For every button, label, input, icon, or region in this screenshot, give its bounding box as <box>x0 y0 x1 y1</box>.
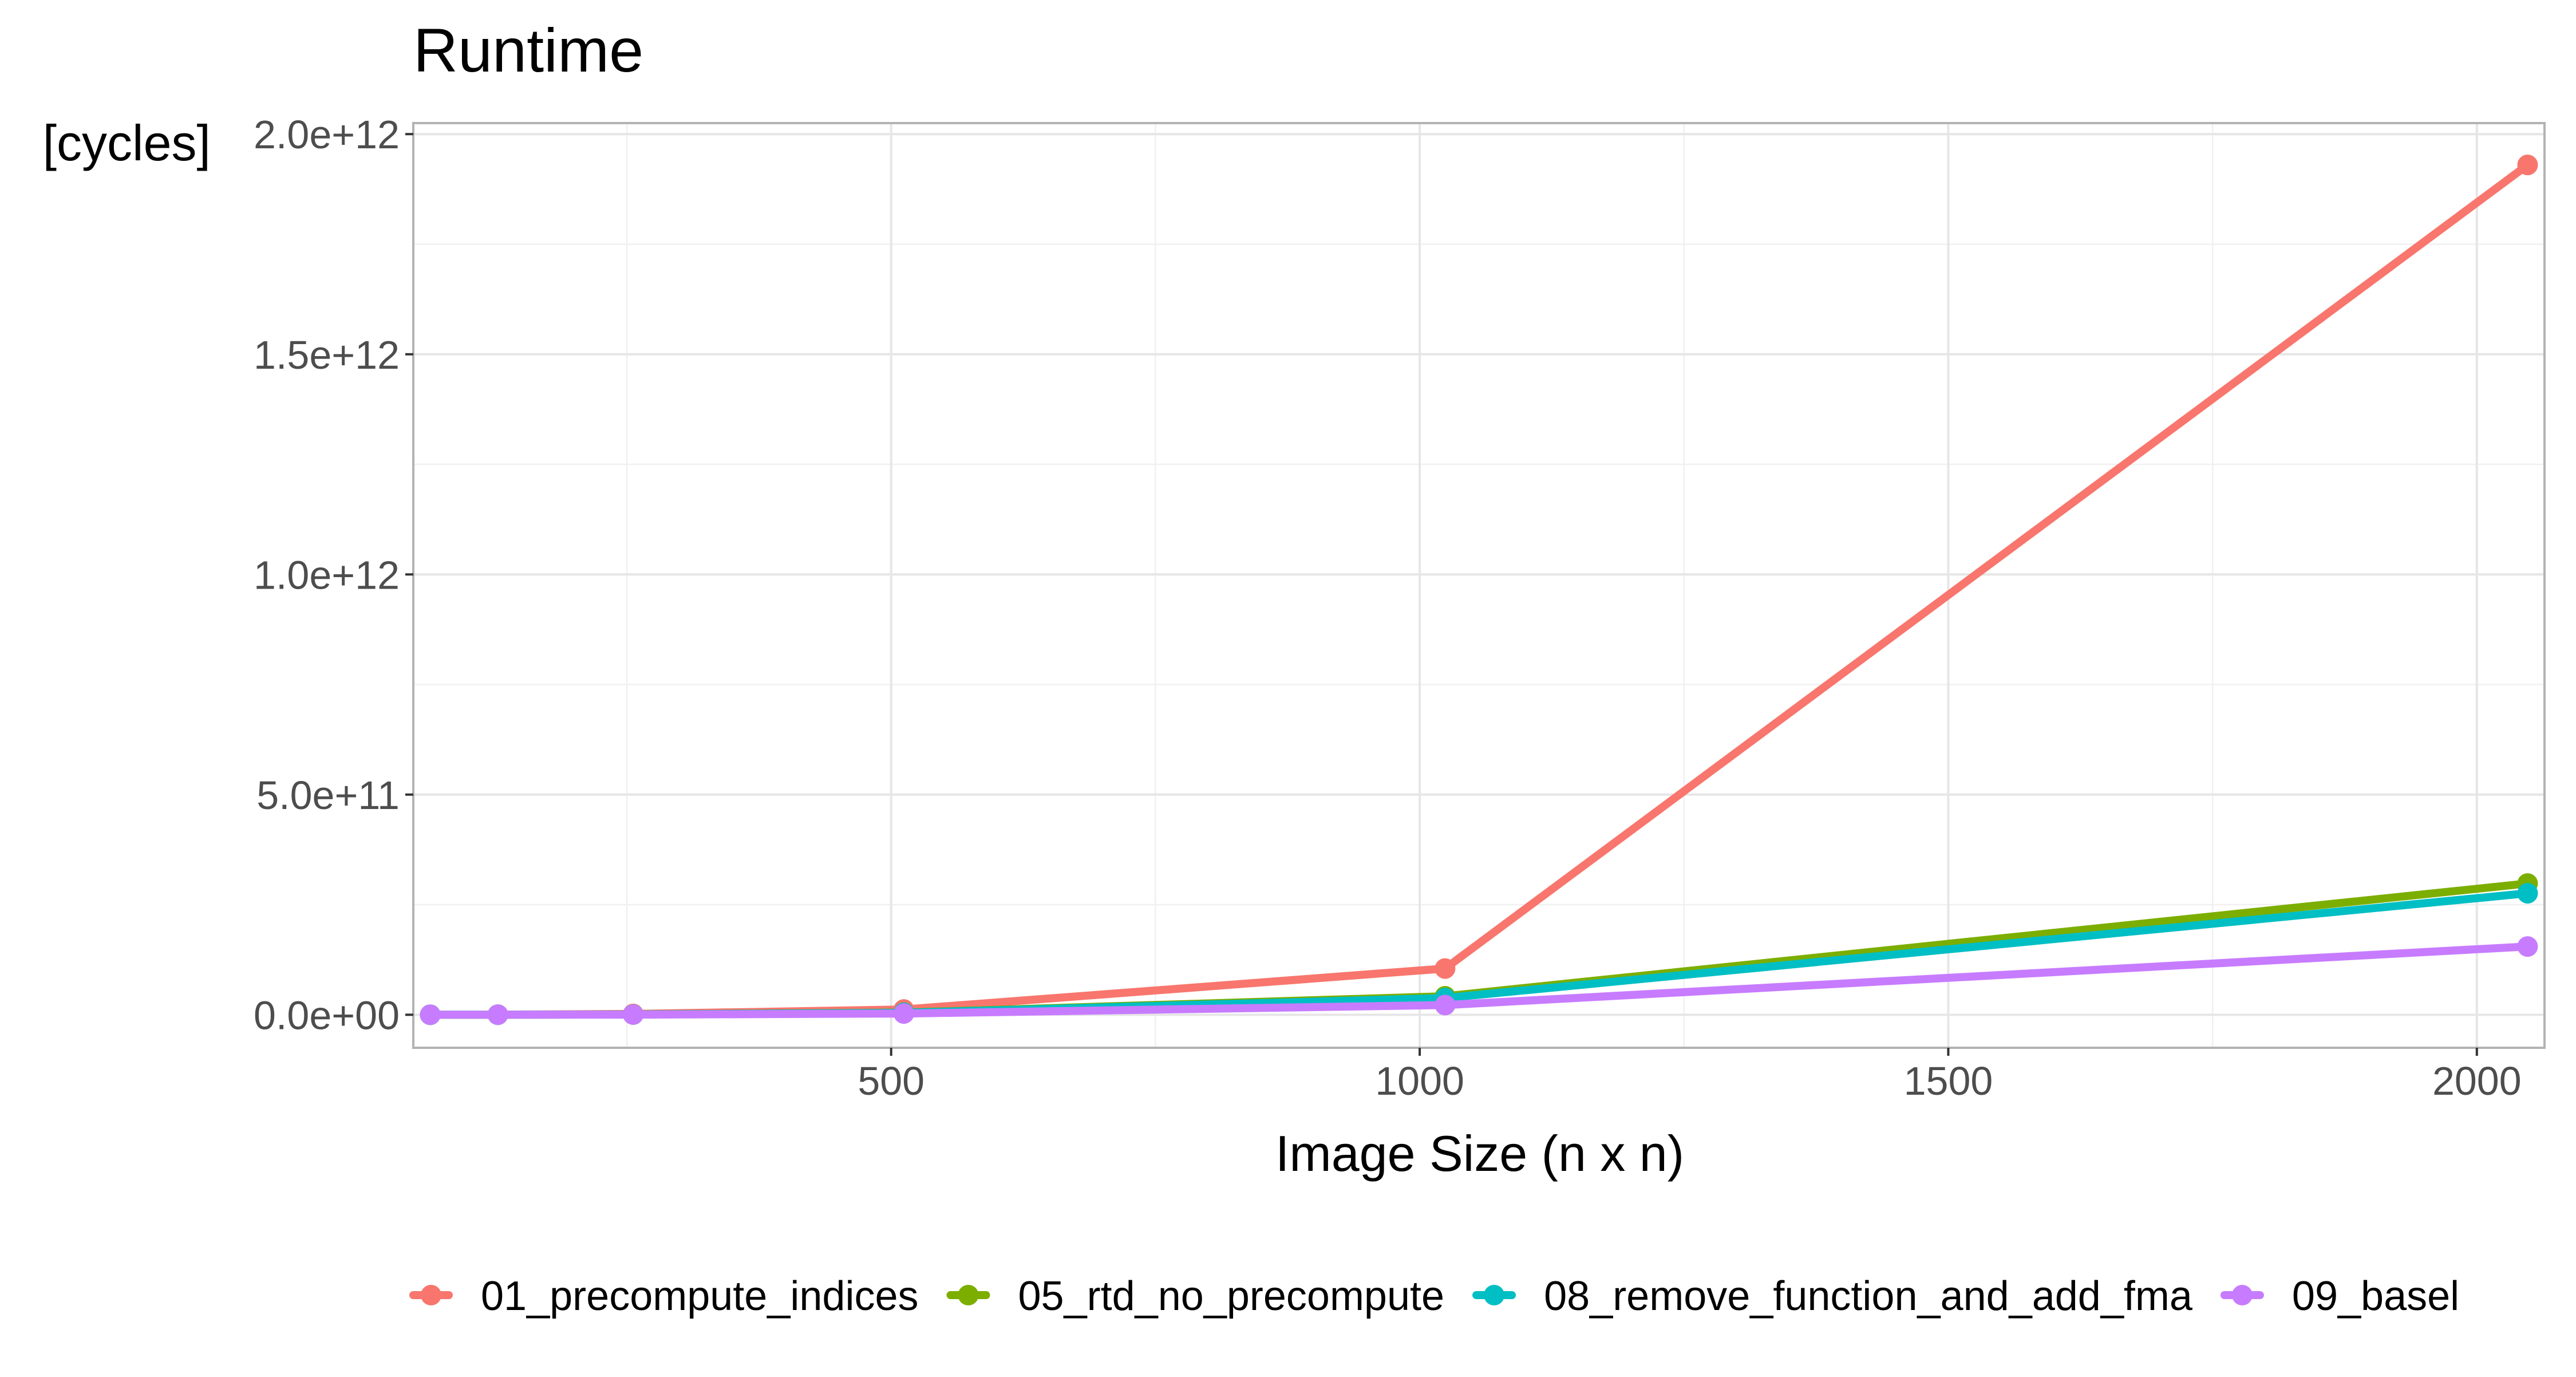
x-tick-label: 2000 <box>2432 1059 2522 1103</box>
legend-key-point <box>1484 1285 1505 1305</box>
y-tick-label: 0.0e+00 <box>254 993 400 1037</box>
legend-label: 05_rtd_no_precompute <box>1018 1273 1445 1319</box>
series-4 <box>420 936 2538 1025</box>
data-point <box>1435 995 1456 1016</box>
y-axis-label: [cycles] <box>43 115 211 171</box>
legend-label: 01_precompute_indices <box>481 1273 919 1319</box>
legend: 01_precompute_indices 05_rtd_no_precomput… <box>409 1273 2459 1319</box>
legend-label: 09_basel <box>2292 1273 2459 1319</box>
y-tick-label: 2.0e+12 <box>254 112 400 157</box>
x-axis-label: Image Size (n x n) <box>1275 1125 1684 1182</box>
data-point <box>2517 883 2538 904</box>
series-line <box>426 942 2532 1019</box>
legend-item-1: 01_precompute_indices <box>409 1273 919 1319</box>
legend-key-point <box>421 1285 441 1305</box>
data-point <box>893 1003 914 1024</box>
grid <box>413 123 2545 1048</box>
x-tick-label: 1500 <box>1904 1059 1993 1103</box>
legend-item-3: 08_remove_function_and_add_fma <box>1472 1273 2193 1319</box>
series-group <box>420 155 2538 1025</box>
legend-key-point <box>2231 1285 2253 1305</box>
data-point <box>1435 958 1456 979</box>
x-axis-ticks: 500 1000 1500 2000 <box>858 1048 2522 1103</box>
data-point <box>2517 936 2538 957</box>
data-point <box>2517 155 2538 176</box>
y-tick-label: 1.0e+12 <box>254 553 400 597</box>
series-1 <box>420 155 2538 1025</box>
legend-label: 08_remove_function_and_add_fma <box>1544 1273 2193 1319</box>
x-tick-label: 500 <box>858 1059 924 1103</box>
data-point <box>623 1004 644 1025</box>
legend-item-2: 05_rtd_no_precompute <box>946 1273 1445 1319</box>
y-tick-label: 5.0e+11 <box>256 773 400 818</box>
data-point <box>420 1004 441 1025</box>
plot-panel-border <box>412 122 2546 1049</box>
legend-key-point <box>958 1285 979 1305</box>
y-axis-ticks: 0.0e+00 5.0e+11 1.0e+12 1.5e+12 2.0e+12 <box>254 112 413 1037</box>
chart-title: Runtime <box>413 15 643 85</box>
legend-item-4: 09_basel <box>2220 1273 2459 1319</box>
data-point <box>487 1004 508 1025</box>
y-tick-label: 1.5e+12 <box>254 333 400 377</box>
x-tick-label: 1000 <box>1375 1059 1464 1103</box>
